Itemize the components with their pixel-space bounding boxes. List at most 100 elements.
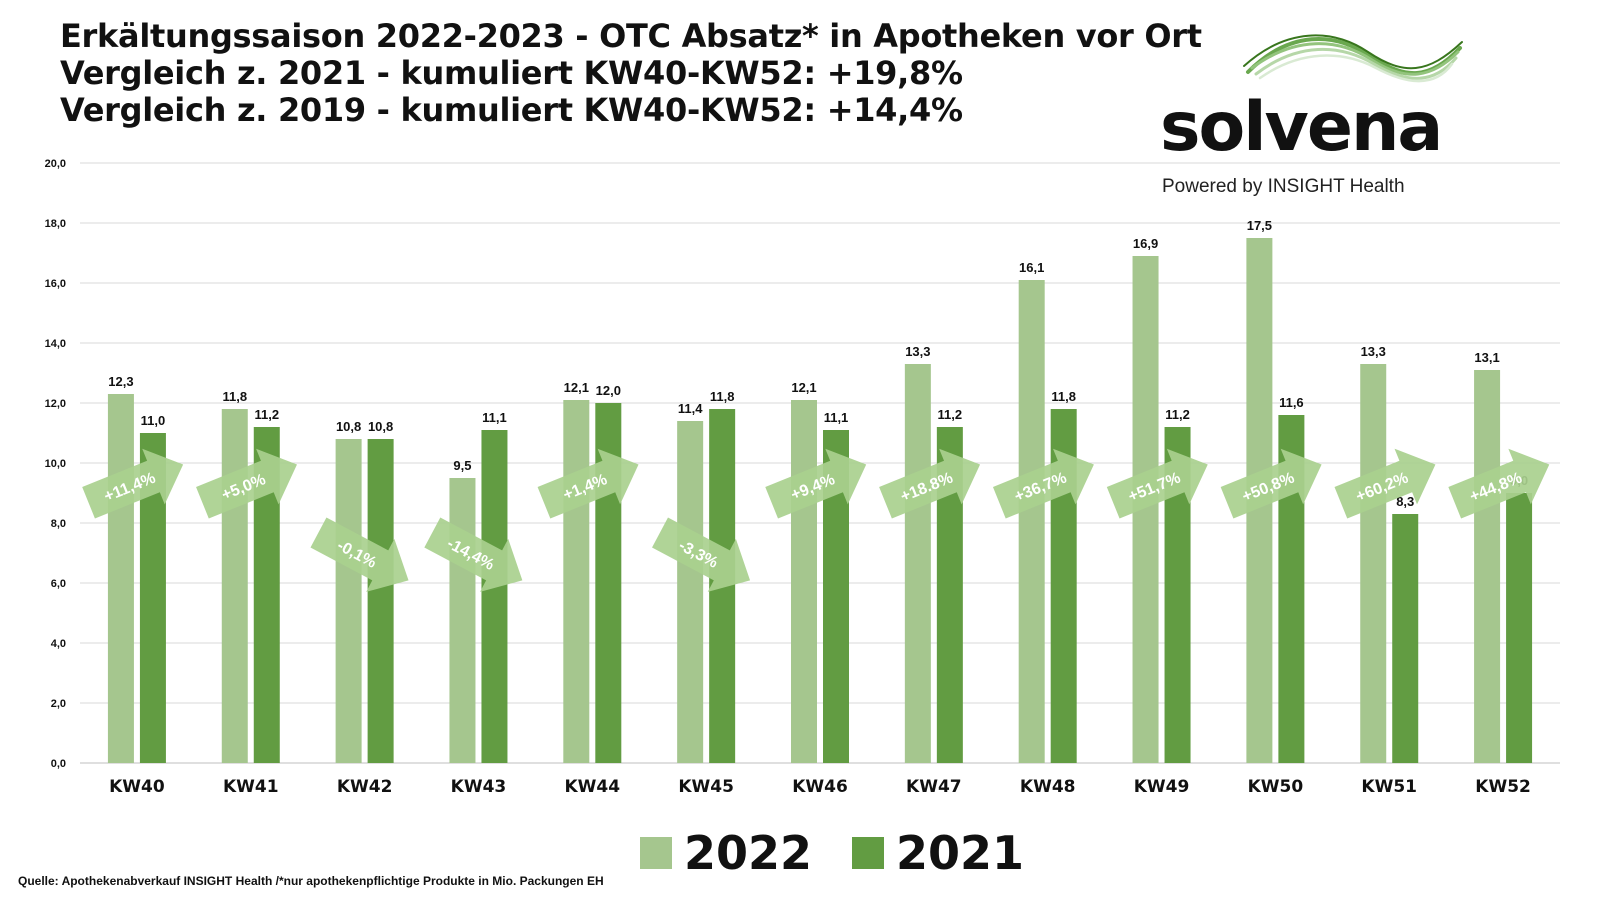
x-tick-label: KW46 — [792, 777, 848, 797]
y-tick-label: 4,0 — [51, 638, 66, 650]
y-tick-label: 2,0 — [51, 698, 66, 710]
x-tick-label: KW49 — [1134, 777, 1190, 797]
y-tick-label: 6,0 — [51, 578, 66, 590]
logo-tagline: Powered by INSIGHT Health — [1162, 176, 1405, 197]
source-note: Quelle: Apothekenabverkauf INSIGHT Healt… — [18, 874, 604, 888]
data-label-2021: 11,2 — [254, 407, 279, 422]
legend-item-2021: 2021 — [852, 826, 1024, 880]
data-label-2022: 13,3 — [1361, 344, 1386, 359]
change-arrow-kw45: -3,3% — [652, 517, 751, 592]
data-label-2021: 11,1 — [482, 410, 507, 425]
data-label-2021: 10,8 — [368, 419, 393, 434]
x-tick-label: KW47 — [906, 777, 962, 797]
wave-lines-icon — [1243, 34, 1463, 83]
data-label-2021: 11,8 — [1051, 389, 1076, 404]
bar-2022-kw52 — [1474, 370, 1501, 763]
title-block: Erkältungssaison 2022-2023 - OTC Absatz*… — [60, 18, 1202, 129]
arrow-shape — [765, 448, 867, 519]
arrow-shape — [1334, 448, 1436, 519]
data-label-2021: 11,8 — [710, 389, 735, 404]
bar-2022-kw51 — [1360, 364, 1387, 763]
arrow-shape — [424, 517, 523, 592]
title-line-1: Erkältungssaison 2022-2023 - OTC Absatz*… — [60, 17, 1202, 55]
bar-2021-kw42 — [367, 439, 394, 763]
change-arrow-kw51: +60,2% — [1334, 448, 1436, 519]
change-arrow-kw52: +44,8% — [1448, 448, 1550, 519]
x-tick-label: KW52 — [1475, 777, 1531, 797]
bar-2022-kw42 — [335, 439, 362, 763]
y-tick-label: 14,0 — [45, 338, 66, 350]
data-label-2022: 12,1 — [791, 380, 816, 395]
y-tick-label: 12,0 — [45, 398, 66, 410]
x-tick-label: KW45 — [678, 777, 734, 797]
data-label-2021: 8,3 — [1396, 494, 1414, 509]
data-label-2022: 11,4 — [678, 401, 703, 416]
x-tick-label: KW41 — [223, 777, 279, 797]
data-label-2021: 11,6 — [1279, 395, 1304, 410]
x-tick-label: KW50 — [1248, 777, 1304, 797]
arrow-shape — [537, 448, 639, 519]
change-arrow-kw48: +36,7% — [992, 448, 1094, 519]
title-line-2: Vergleich z. 2021 - kumuliert KW40-KW52:… — [60, 54, 963, 92]
data-label-2022: 16,1 — [1019, 260, 1044, 275]
arrow-shape — [1106, 448, 1208, 519]
change-arrow-kw49: +51,7% — [1106, 448, 1208, 519]
legend-label-2022: 2022 — [684, 826, 813, 880]
change-arrow-kw40: +11,4% — [82, 448, 184, 519]
bar-2022-kw47 — [904, 364, 931, 763]
x-tick-label: KW43 — [451, 777, 507, 797]
legend-swatch-2021 — [852, 837, 885, 869]
x-tick-label: KW51 — [1361, 777, 1417, 797]
change-arrow-kw47: +18.8% — [879, 448, 981, 519]
x-tick-label: KW42 — [337, 777, 393, 797]
change-arrow-kw50: +50,8% — [1220, 448, 1322, 519]
change-arrow-kw42: -0,1% — [310, 517, 409, 592]
legend-swatch-2022 — [640, 837, 672, 869]
y-tick-label: 20,0 — [45, 158, 66, 170]
bar-2022-kw45 — [677, 421, 704, 763]
data-label-2022: 9,5 — [453, 458, 471, 473]
arrow-shape — [879, 448, 981, 519]
y-tick-label: 0,0 — [51, 758, 66, 770]
x-tick-label: KW44 — [565, 777, 621, 797]
y-tick-label: 16,0 — [45, 278, 66, 290]
logo-wordmark: solvena — [1160, 88, 1443, 167]
data-label-2021: 12,0 — [596, 383, 621, 398]
arrow-shape — [1448, 448, 1550, 519]
change-arrow-kw46: +9,4% — [765, 448, 867, 519]
arrow-shape — [310, 517, 409, 592]
change-arrow-kw43: -14,4% — [424, 517, 523, 592]
change-arrow-kw44: +1,4% — [537, 448, 639, 519]
title-line-3: Vergleich z. 2019 - kumuliert KW40-KW52:… — [60, 91, 963, 129]
data-label-2021: 11,0 — [141, 413, 166, 428]
bar-2021-kw52 — [1506, 493, 1533, 763]
arrow-shape — [1220, 448, 1322, 519]
legend: 2022 2021 — [640, 826, 1064, 880]
bar-2022-kw44 — [563, 400, 590, 763]
y-tick-label: 18,0 — [45, 218, 66, 230]
change-arrow-kw41: +5,0% — [196, 448, 297, 519]
bar-2022-kw40 — [107, 394, 134, 763]
legend-item-2022: 2022 — [640, 826, 812, 880]
data-label-2021: 11,1 — [824, 410, 849, 425]
data-label-2022: 13,3 — [905, 344, 930, 359]
data-label-2021: 11,2 — [938, 407, 963, 422]
arrow-shape — [82, 448, 184, 519]
x-tick-label: KW40 — [109, 777, 165, 797]
arrow-shape — [652, 517, 751, 592]
x-tick-label: KW48 — [1020, 777, 1076, 797]
data-label-2022: 17,5 — [1247, 218, 1272, 233]
y-tick-label: 10,0 — [45, 458, 66, 470]
y-tick-label: 8,0 — [51, 518, 66, 530]
bar-2022-kw48 — [1018, 280, 1045, 763]
bar-2022-kw46 — [791, 400, 817, 763]
arrow-shape — [992, 448, 1094, 519]
bar-2021-kw51 — [1392, 514, 1419, 763]
solvena-logo: solvena Powered by INSIGHT Health — [1160, 28, 1480, 208]
data-label-2022: 13,1 — [1474, 350, 1499, 365]
data-label-2021: 11,2 — [1165, 407, 1190, 422]
legend-label-2021: 2021 — [896, 826, 1025, 880]
arrow-shape — [196, 448, 297, 519]
